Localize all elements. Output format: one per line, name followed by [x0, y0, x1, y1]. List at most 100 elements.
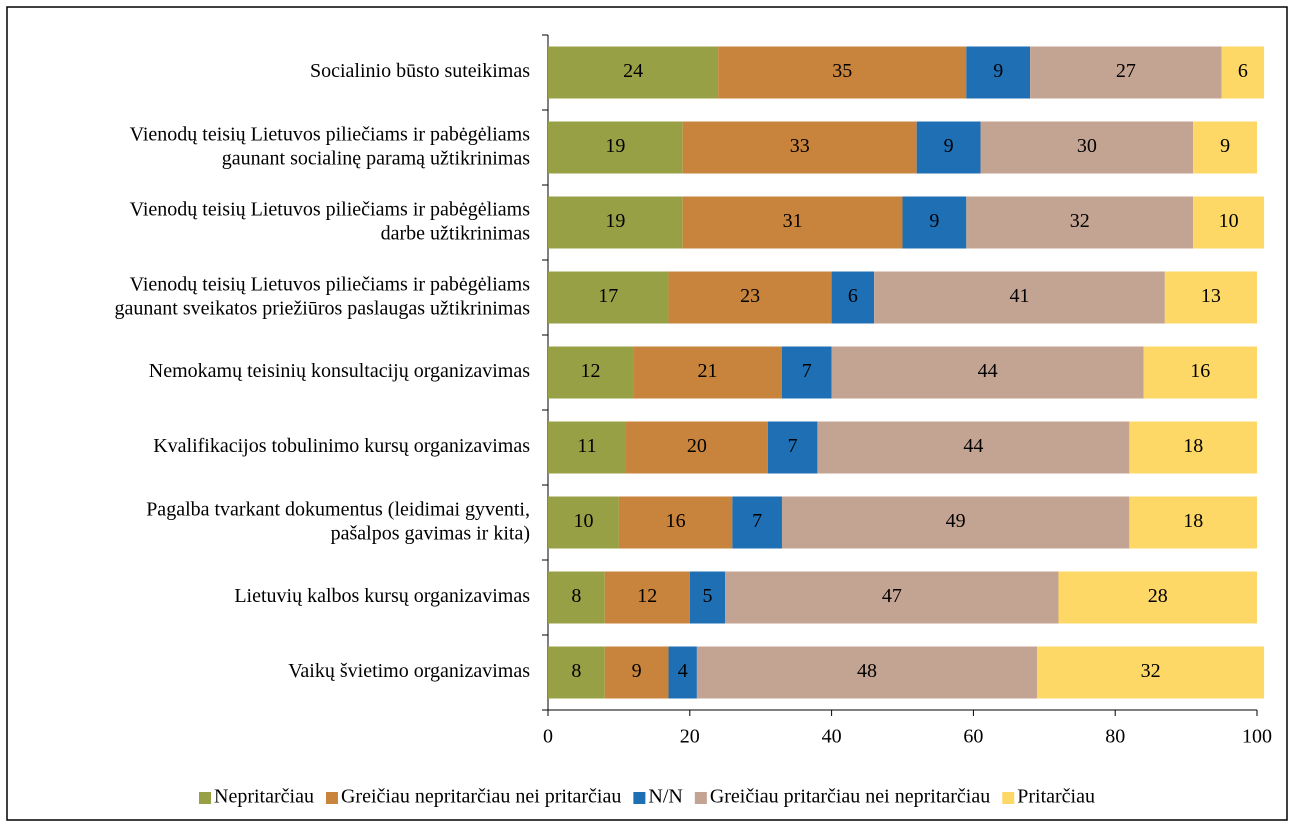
bar-segment [696, 646, 1038, 699]
category-label: Kvalifikacijos tobulinimo kursų organiza… [153, 435, 530, 457]
category-label: Pagalba tvarkant dokumentus (leidimai gy… [146, 498, 530, 544]
bar-segment [1030, 46, 1222, 99]
legend-swatch [694, 792, 707, 804]
bar-segment [1058, 571, 1257, 624]
bar-segment [831, 346, 1144, 399]
data-label: 8 [571, 660, 581, 682]
data-label: 10 [573, 510, 593, 532]
legend-swatch [1002, 792, 1015, 804]
data-label: 8 [571, 585, 581, 607]
bar-segment [966, 46, 1031, 99]
bar-segment [682, 121, 917, 174]
bar-segment [718, 46, 967, 99]
bar-segment [781, 346, 832, 399]
legend: Nepritarčiau Greičiau nepritarčiau nei pr… [199, 786, 1095, 808]
bar-segment [1193, 121, 1257, 174]
bar-segment [625, 421, 768, 474]
data-label: 6 [848, 285, 858, 307]
data-label: 30 [1077, 135, 1097, 157]
bar-segment [1129, 496, 1257, 549]
category-label: Vienodų teisių Lietuvos piliečiams ir pa… [115, 273, 531, 319]
data-label: 17 [598, 285, 618, 307]
data-label: 7 [802, 360, 812, 382]
data-label: 6 [1238, 60, 1248, 82]
data-label: 16 [1190, 360, 1210, 382]
data-label: 18 [1183, 435, 1203, 457]
category-label: Socialinio būsto suteikimas [310, 60, 530, 82]
bar-segment [604, 646, 669, 699]
data-label: 18 [1183, 510, 1203, 532]
bar-segment [980, 121, 1194, 174]
data-label: 48 [857, 660, 877, 682]
legend-label: N/N [648, 786, 682, 808]
bar-segment [548, 346, 634, 399]
legend-swatch [325, 792, 338, 804]
legend-label: Greičiau pritarčiau nei nepritarčiau [710, 786, 990, 808]
data-label: 12 [637, 585, 657, 607]
data-label: 44 [963, 435, 983, 457]
data-label: 41 [1009, 285, 1029, 307]
bar-segment [916, 121, 981, 174]
x-tick-label: 40 [822, 726, 842, 748]
bar-segment [1129, 421, 1257, 474]
category-label: Vienodų teisių Lietuvos piliečiams ir pa… [130, 198, 531, 244]
bar-segment [767, 421, 818, 474]
bar-segment [668, 646, 697, 699]
data-label: 7 [752, 510, 762, 532]
x-tick-label: 60 [963, 726, 983, 748]
bar-segment [902, 196, 967, 249]
bar-segment [548, 421, 626, 474]
data-label: 47 [882, 585, 902, 607]
data-label: 5 [703, 585, 713, 607]
data-label: 20 [687, 435, 707, 457]
data-label: 23 [740, 285, 760, 307]
data-label: 9 [632, 660, 642, 682]
data-label: 19 [605, 135, 625, 157]
data-label: 9 [929, 210, 939, 232]
bar-segment [548, 196, 683, 249]
data-label: 9 [944, 135, 954, 157]
legend-label: Greičiau nepritarčiau nei pritarčiau [341, 786, 621, 808]
x-tick-label: 100 [1242, 726, 1272, 748]
bar-segment [1037, 646, 1265, 699]
bar-segment [604, 571, 690, 624]
category-label: Vaikų švietimo organizavimas [288, 660, 530, 682]
bar-segment [725, 571, 1059, 624]
bar-segment [682, 196, 903, 249]
category-label: Vienodų teisių Lietuvos piliečiams ir pa… [130, 123, 531, 169]
bar-segment [1193, 196, 1265, 249]
bar-segment [548, 271, 669, 324]
data-label: 7 [788, 435, 798, 457]
data-label: 32 [1070, 210, 1090, 232]
data-label: 10 [1219, 210, 1239, 232]
bar-segment [817, 421, 1130, 474]
legend-swatch [633, 792, 646, 804]
data-label: 24 [623, 60, 643, 82]
legend-label: Nepritarčiau [214, 786, 314, 808]
bar-segment [548, 646, 605, 699]
bar-segment [548, 496, 619, 549]
data-label: 44 [978, 360, 998, 382]
bar-segment [732, 496, 782, 549]
bar-segment [1164, 271, 1257, 324]
bar-segment [633, 346, 782, 399]
bar-segment [781, 496, 1130, 549]
bar-segment [668, 271, 832, 324]
bar-segment [689, 571, 726, 624]
data-label: 12 [581, 360, 601, 382]
legend-swatch [199, 792, 212, 804]
data-label: 27 [1116, 60, 1136, 82]
legend-label: Pritarčiau [1017, 786, 1095, 808]
data-label: 4 [678, 660, 688, 682]
bar-segment [548, 46, 719, 99]
data-label: 21 [698, 360, 718, 382]
data-label: 33 [790, 135, 810, 157]
x-tick-label: 0 [543, 726, 553, 748]
data-label: 9 [1220, 135, 1230, 157]
bar-segment [548, 121, 683, 174]
data-label: 19 [605, 210, 625, 232]
bar-segment [548, 571, 605, 624]
bar-segment [831, 271, 875, 324]
data-label: 13 [1201, 285, 1221, 307]
